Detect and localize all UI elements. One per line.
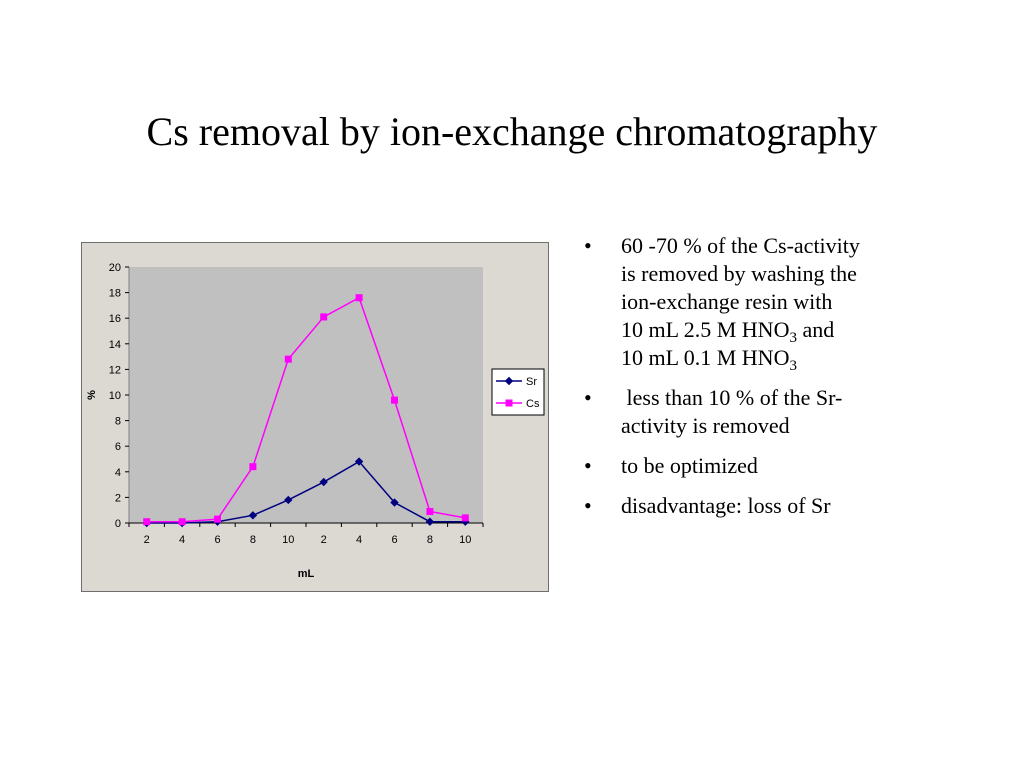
- legend-marker-cs: [505, 399, 513, 407]
- data-point-cs: [320, 313, 328, 321]
- x-tick-label: 6: [391, 534, 397, 546]
- bullet-item: • to be optimized: [584, 452, 954, 480]
- x-axis-title: mL: [298, 568, 315, 580]
- legend-item-cs: Cs: [496, 398, 540, 410]
- bullet-line: activity is removed: [621, 413, 790, 438]
- data-point-sr: [319, 477, 328, 487]
- x-tick-label: 2: [144, 534, 150, 546]
- bullet-dot: •: [584, 385, 592, 410]
- x-tick-label: 6: [214, 534, 220, 546]
- bullet-item: • disadvantage: loss of Sr: [584, 492, 954, 520]
- data-point-cs: [391, 396, 398, 404]
- series-line-sr: [146, 460, 466, 524]
- data-point-cs: [284, 355, 292, 363]
- bullet-line: 60 -70 % of the Cs-activity: [621, 233, 860, 258]
- bullet-line: less than 10 % of the Sr-: [621, 385, 843, 410]
- bullet-item: • 60 -70 % of the Cs-activity is removed…: [584, 232, 954, 374]
- bullet-line: disadvantage: loss of Sr: [621, 493, 831, 518]
- y-tick-label: 14: [109, 339, 121, 351]
- y-tick-label: 0: [115, 518, 121, 530]
- formula-text: 10 mL 2.5 M HNO: [621, 317, 790, 342]
- line-chart: 0 2 4 6 8 10 12 14 16 18 20 2 4 6 8 10 2 4 6 8 10 % mL Sr Cs: [86, 262, 545, 580]
- y-tick-label: 12: [109, 364, 121, 376]
- series-layer: [142, 294, 470, 528]
- x-tick-label: 10: [459, 534, 471, 546]
- legend-label-cs: Cs: [526, 398, 540, 410]
- legend-marker-sr: [504, 376, 514, 386]
- bullet-list: • 60 -70 % of the Cs-activity is removed…: [584, 232, 954, 532]
- x-axis-ticks: 2 4 6 8 10 2 4 6 8 10: [128, 523, 484, 546]
- y-axis-ticks: 0 2 4 6 8 10 12 14 16 18 20: [109, 262, 129, 530]
- y-tick-label: 20: [109, 262, 121, 274]
- bullet-line: to be optimized: [621, 453, 758, 478]
- data-point-cs: [426, 507, 434, 515]
- bullet-item: • less than 10 % of the Sr- activity is …: [584, 384, 954, 440]
- bullet-dot: •: [584, 453, 592, 478]
- y-tick-label: 10: [109, 390, 121, 402]
- x-tick-label: 4: [179, 534, 185, 546]
- legend-item-sr: Sr: [496, 376, 537, 388]
- x-tick-label: 8: [427, 534, 433, 546]
- y-tick-label: 2: [115, 492, 121, 504]
- y-tick-label: 8: [115, 416, 121, 428]
- y-tick-label: 6: [115, 441, 121, 453]
- data-point-sr: [248, 511, 258, 520]
- formula-subscript: 3: [789, 330, 797, 346]
- data-point-cs: [461, 514, 469, 522]
- series-cs: [143, 294, 469, 526]
- data-point-cs: [249, 463, 257, 471]
- x-tick-label: 4: [356, 534, 362, 546]
- bullet-line: ion-exchange resin with: [621, 289, 833, 314]
- data-point-cs: [214, 515, 221, 523]
- formula-line: 10 mL 0.1 M HNO3: [621, 344, 954, 374]
- x-tick-label: 10: [282, 534, 294, 546]
- data-point-sr: [390, 498, 399, 507]
- x-tick-label: 2: [321, 534, 327, 546]
- y-tick-label: 4: [115, 467, 121, 479]
- chart-frame: 0 2 4 6 8 10 12 14 16 18 20 2 4 6 8 10 2 4 6 8 10 % mL Sr Cs: [81, 242, 549, 592]
- formula-subscript: 3: [789, 358, 797, 374]
- bullet-dot: •: [584, 493, 592, 518]
- x-tick-label: 8: [250, 534, 256, 546]
- data-point-sr: [354, 457, 364, 466]
- formula-text: 10 mL 0.1 M HNO: [621, 345, 790, 370]
- data-point-cs: [355, 294, 363, 302]
- legend-box: [491, 368, 545, 416]
- data-point-cs: [143, 518, 151, 526]
- legend: Sr Cs: [491, 368, 545, 416]
- slide-title: Cs removal by ion-exchange chromatograph…: [146, 109, 878, 154]
- bullet-dot: •: [584, 233, 592, 258]
- y-tick-label: 16: [109, 313, 121, 325]
- y-axis-title: %: [86, 390, 98, 400]
- data-point-cs: [178, 518, 186, 526]
- data-point-sr: [425, 517, 435, 526]
- formula-line: 10 mL 2.5 M HNO3 and: [621, 316, 954, 346]
- legend-label-sr: Sr: [526, 376, 537, 388]
- series-line-cs: [146, 296, 466, 523]
- plot-area: [129, 267, 483, 523]
- y-tick-label: 18: [109, 288, 121, 300]
- formula-after: and: [796, 317, 835, 342]
- data-point-sr: [284, 495, 293, 505]
- bullet-line: is removed by washing the: [621, 261, 857, 286]
